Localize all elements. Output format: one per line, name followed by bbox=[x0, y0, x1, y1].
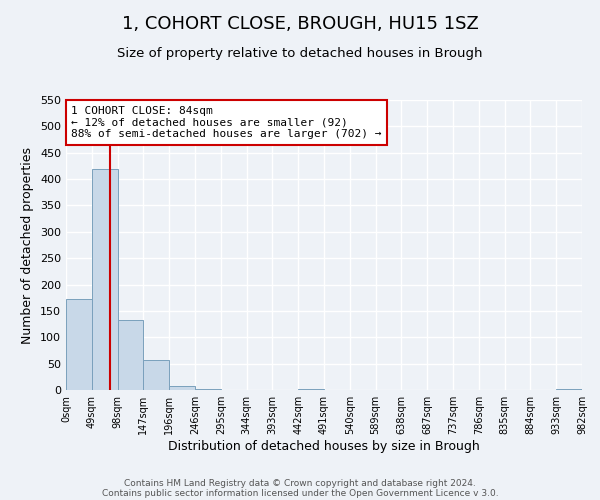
Bar bbox=[118, 320, 143, 390]
Text: 1 COHORT CLOSE: 84sqm
← 12% of detached houses are smaller (92)
88% of semi-deta: 1 COHORT CLOSE: 84sqm ← 12% of detached … bbox=[71, 106, 382, 139]
X-axis label: Distribution of detached houses by size in Brough: Distribution of detached houses by size … bbox=[168, 440, 480, 453]
Text: Contains public sector information licensed under the Open Government Licence v : Contains public sector information licen… bbox=[101, 488, 499, 498]
Text: Size of property relative to detached houses in Brough: Size of property relative to detached ho… bbox=[117, 48, 483, 60]
Bar bbox=[92, 168, 118, 390]
Text: 1, COHORT CLOSE, BROUGH, HU15 1SZ: 1, COHORT CLOSE, BROUGH, HU15 1SZ bbox=[122, 15, 478, 33]
Bar bbox=[66, 300, 92, 390]
Bar bbox=[169, 386, 195, 390]
Y-axis label: Number of detached properties: Number of detached properties bbox=[22, 146, 34, 344]
Text: Contains HM Land Registry data © Crown copyright and database right 2024.: Contains HM Land Registry data © Crown c… bbox=[124, 478, 476, 488]
Bar bbox=[143, 360, 169, 390]
